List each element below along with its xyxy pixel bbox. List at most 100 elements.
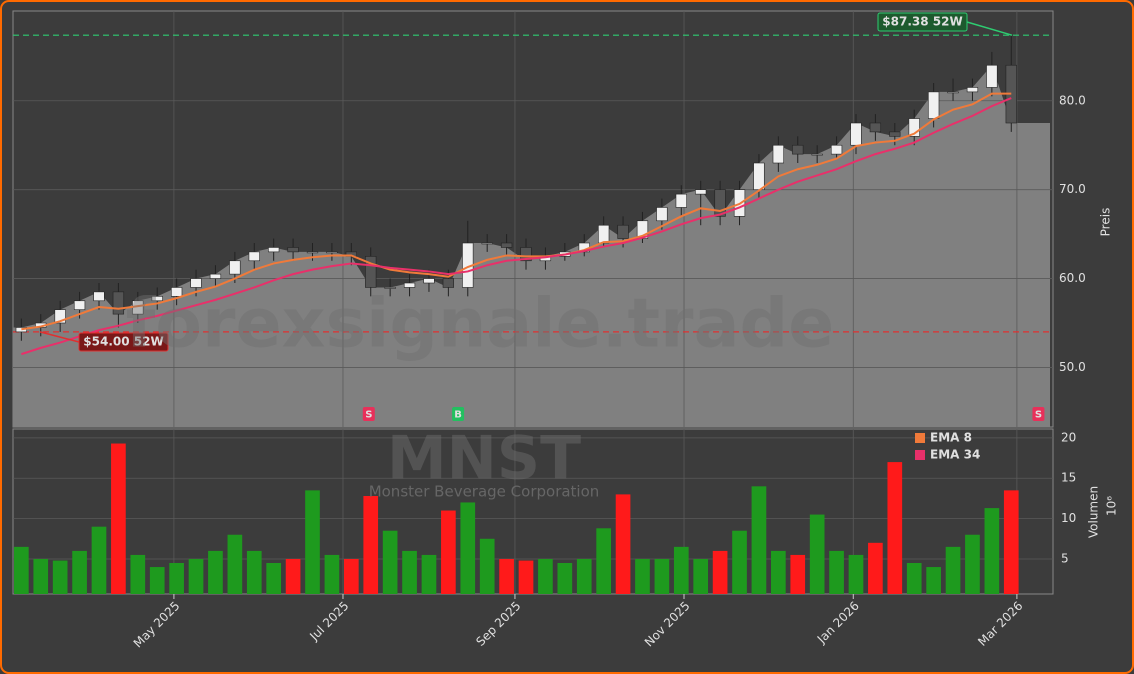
volume-bar (149, 567, 165, 594)
volume-bar (52, 560, 68, 594)
y-tick-label: 80.0 (1059, 93, 1086, 107)
volume-bar (266, 563, 282, 594)
candle-body (229, 260, 241, 275)
candle-body (850, 122, 862, 146)
volume-bar (188, 558, 204, 594)
candle-body (209, 273, 222, 279)
volume-bar (654, 558, 670, 594)
volume-bar (596, 528, 611, 594)
candle-body (442, 278, 455, 288)
volume-bar (14, 546, 29, 594)
candle-body (966, 87, 979, 93)
volume-bar (615, 494, 631, 594)
y-tick-label: 60.0 (1059, 271, 1086, 285)
candle-body (93, 291, 105, 302)
volume-bar (1003, 490, 1019, 594)
volume-tick-label: 10 (1061, 511, 1076, 525)
signal-marker (1032, 407, 1045, 421)
candle-body (792, 144, 804, 155)
candle-body (500, 242, 513, 248)
candle-body (869, 122, 882, 133)
volume-bar (305, 490, 320, 594)
volume-bar (693, 558, 709, 594)
company-watermark: Monster Beverage Corporation (369, 483, 600, 501)
volume-bar (441, 510, 456, 594)
candle-body (365, 256, 377, 288)
volume-bar (673, 546, 689, 594)
candle-body (986, 64, 998, 88)
volume-bar (887, 462, 903, 594)
y-axis-label: Preis (1099, 208, 1113, 237)
volume-bar (926, 567, 941, 594)
volume-bar (809, 514, 825, 594)
signal-label: B (454, 410, 462, 421)
signal-marker (362, 407, 375, 421)
candle-body (481, 242, 493, 245)
candle-body (268, 247, 280, 253)
legend-swatch (915, 433, 925, 443)
volume-bar (868, 542, 883, 594)
volume-bar (712, 550, 728, 594)
symbol-watermark: MNST (387, 424, 581, 494)
volume-bar (732, 530, 747, 594)
candle-body (306, 251, 319, 254)
volume-bar (965, 534, 980, 594)
legend-label: EMA 34 (930, 448, 980, 462)
candle-body (403, 282, 416, 288)
candle-body (598, 224, 610, 244)
volume-bar (829, 550, 844, 594)
volume-bar (343, 558, 359, 594)
candle-body (423, 278, 435, 284)
volume-bar (324, 554, 340, 594)
volume-bar (848, 554, 864, 594)
volume-bar (557, 563, 573, 594)
volume-bar (421, 554, 437, 594)
annotation-arrow (966, 21, 1013, 36)
volume-bar (635, 558, 650, 594)
signal-label: S (365, 410, 372, 421)
candle-body (73, 300, 86, 310)
candle-body (927, 91, 940, 119)
volume-tick-label: 15 (1061, 471, 1076, 485)
candle-body (656, 207, 668, 222)
candle-body (811, 153, 823, 156)
y-tick-label: 70.0 (1059, 182, 1086, 196)
annotation-arrow (39, 331, 80, 343)
candle-body (326, 251, 338, 254)
candle-body (753, 162, 765, 190)
volume-bar (402, 550, 417, 594)
volume-bar (111, 443, 126, 594)
volume-bar (479, 538, 495, 594)
candle-body (248, 251, 260, 262)
volume-tick-label: 20 (1061, 430, 1076, 444)
volume-bar (208, 550, 223, 594)
volume-bar (771, 550, 786, 594)
volume-bar (91, 526, 107, 594)
candle-body (287, 247, 299, 253)
signal-label: S (1035, 410, 1042, 421)
legend-label: EMA 8 (930, 431, 972, 445)
candle-body (714, 189, 726, 217)
volume-bar (130, 554, 146, 594)
signal-marker (452, 407, 465, 421)
volume-bar (460, 502, 476, 594)
annotation-label: $54.00 52W (83, 335, 163, 349)
volume-bar (72, 550, 87, 594)
volume-bar (518, 560, 534, 594)
volume-bar (499, 558, 514, 594)
candle-body (908, 118, 920, 137)
volume-bar (382, 530, 398, 594)
volume-bar (984, 508, 1000, 594)
candle-body (617, 224, 629, 239)
candle-body (675, 193, 687, 208)
volume-bar (906, 563, 922, 594)
volume-bar (790, 554, 806, 594)
candle-body (947, 91, 959, 94)
legend-swatch (915, 450, 925, 460)
annotation-label: $87.38 52W (882, 15, 962, 29)
candle-body (151, 296, 163, 302)
candle-body (15, 327, 27, 333)
candle-body (190, 278, 202, 288)
volume-unit: 10⁶ (1105, 496, 1119, 516)
volume-bar (285, 558, 301, 594)
